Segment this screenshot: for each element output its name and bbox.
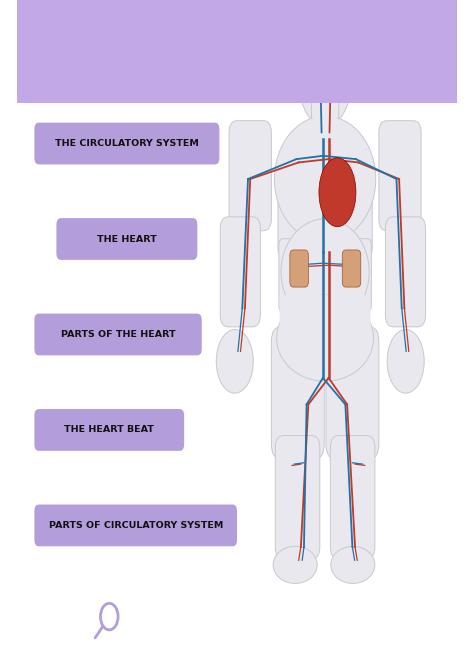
Text: The Circulatory System: The Circulatory System [36, 54, 438, 86]
FancyBboxPatch shape [342, 250, 361, 287]
Ellipse shape [274, 116, 376, 242]
FancyBboxPatch shape [35, 123, 219, 164]
FancyBboxPatch shape [290, 250, 309, 287]
FancyBboxPatch shape [271, 327, 324, 459]
Text: PARTS OF THE HEART: PARTS OF THE HEART [61, 330, 175, 339]
Ellipse shape [216, 330, 253, 393]
FancyBboxPatch shape [311, 86, 339, 136]
Ellipse shape [387, 330, 424, 393]
FancyBboxPatch shape [35, 409, 184, 451]
FancyBboxPatch shape [220, 217, 260, 327]
FancyBboxPatch shape [279, 239, 371, 312]
FancyBboxPatch shape [326, 327, 379, 459]
FancyBboxPatch shape [17, 0, 457, 103]
FancyBboxPatch shape [56, 218, 197, 260]
FancyBboxPatch shape [278, 154, 372, 257]
FancyBboxPatch shape [280, 295, 371, 341]
FancyBboxPatch shape [330, 436, 375, 559]
Text: PARTS OF CIRCULATORY SYSTEM: PARTS OF CIRCULATORY SYSTEM [48, 521, 223, 530]
FancyBboxPatch shape [275, 436, 320, 559]
Ellipse shape [319, 158, 356, 227]
Ellipse shape [277, 295, 374, 381]
FancyBboxPatch shape [385, 217, 426, 327]
Text: THE HEART: THE HEART [97, 235, 157, 243]
Ellipse shape [281, 219, 369, 325]
Ellipse shape [331, 546, 375, 583]
Ellipse shape [273, 546, 317, 583]
Text: THE HUMAN BODY:: THE HUMAN BODY: [166, 19, 308, 32]
FancyBboxPatch shape [229, 121, 271, 231]
Text: THE HEART BEAT: THE HEART BEAT [64, 426, 154, 434]
FancyBboxPatch shape [379, 121, 421, 231]
Text: THE CIRCULATORY SYSTEM: THE CIRCULATORY SYSTEM [55, 139, 199, 148]
FancyBboxPatch shape [35, 505, 237, 546]
Ellipse shape [300, 44, 351, 126]
FancyBboxPatch shape [35, 314, 202, 355]
FancyBboxPatch shape [313, 105, 337, 134]
